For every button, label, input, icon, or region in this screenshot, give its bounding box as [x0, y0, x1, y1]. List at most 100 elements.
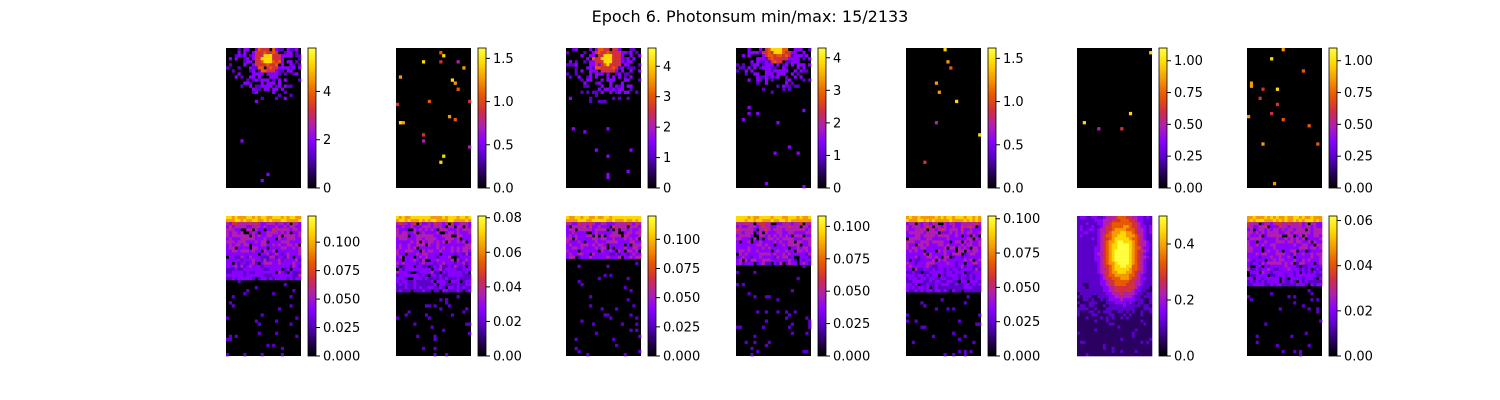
heatmap-cell: [617, 222, 622, 226]
heatmap-cell: [1140, 313, 1144, 317]
heatmap-cell: [963, 225, 967, 229]
heatmap-cell: [272, 252, 276, 256]
heatmap-cell: [736, 243, 740, 247]
heatmap-cell: [228, 222, 233, 226]
heatmap-cell: [917, 273, 921, 278]
heatmap-cell: [960, 286, 964, 290]
heatmap-cell: [456, 249, 460, 253]
heatmap-cell: [955, 258, 959, 262]
heatmap-cell: [1134, 228, 1138, 232]
heatmap-cell: [1085, 313, 1089, 317]
heatmap-cell: [1102, 346, 1107, 351]
heatmap-cell: [433, 289, 437, 293]
heatmap-cell: [1123, 322, 1127, 326]
heatmap-cell: [404, 270, 408, 275]
heatmap-cell: [445, 282, 449, 287]
heatmap-cell: [462, 249, 466, 253]
heatmap-cell: [413, 222, 417, 226]
heatmap-cell: [635, 231, 639, 235]
heatmap-cell: [272, 243, 276, 247]
heatmap-cell: [744, 246, 748, 250]
heatmap-cell: [609, 219, 613, 223]
heatmap-cell: [413, 279, 417, 284]
heatmap-cell: [1278, 231, 1282, 235]
heatmap-cell: [1114, 316, 1118, 320]
colorbar-tick-label: 0.75: [1344, 86, 1373, 101]
heatmap-cell: [1134, 307, 1138, 311]
heatmap-cell: [396, 102, 400, 107]
heatmap-cell: [1310, 237, 1314, 241]
heatmap-cell: [1077, 319, 1081, 323]
heatmap-cell: [770, 66, 774, 70]
heatmap-cell: [243, 63, 247, 67]
heatmap-cell: [445, 237, 449, 241]
heatmap-cell: [972, 264, 976, 269]
heatmap-cell: [1267, 219, 1271, 223]
heatmap-cell: [741, 219, 745, 223]
heatmap-cell: [911, 234, 915, 238]
heatmap-cell: [952, 225, 956, 229]
heatmap-cell: [251, 54, 256, 58]
heatmap-cell: [462, 231, 466, 235]
heatmap-cell: [450, 231, 454, 235]
heatmap-cell: [785, 240, 789, 244]
heatmap-cell: [1123, 255, 1127, 259]
heatmap-cell: [940, 231, 944, 235]
heatmap-cell: [808, 252, 812, 256]
heatmap-cell: [1123, 304, 1127, 308]
heatmap-cell: [427, 249, 431, 253]
heatmap-cell: [228, 334, 233, 339]
heatmap-cell: [1264, 231, 1268, 235]
heatmap-cell: [243, 222, 247, 226]
heatmap-cell: [430, 273, 434, 278]
heatmap-cell: [1077, 325, 1081, 329]
heatmap-cell: [436, 222, 440, 226]
heatmap-cells: [566, 216, 642, 357]
heatmap-cell: [914, 258, 918, 262]
heatmap-cell: [1108, 298, 1112, 302]
heatmap-cell: [1126, 276, 1130, 281]
heatmap-cell: [1131, 243, 1135, 247]
heatmap-cell: [955, 267, 959, 272]
heatmap-cell: [1140, 255, 1144, 259]
heatmap-cell: [606, 78, 610, 82]
heatmap-cell: [960, 255, 964, 259]
heatmap-cell: [1088, 328, 1092, 332]
heatmap-cell: [793, 60, 797, 64]
heatmap-cell: [1287, 231, 1291, 235]
heatmap-cell: [404, 231, 408, 235]
heatmap-cell: [1140, 276, 1144, 281]
heatmap-cell: [1085, 292, 1089, 296]
heatmap-cell: [442, 258, 446, 262]
heatmap-cell: [747, 252, 751, 256]
heatmap-cell: [445, 258, 449, 262]
heatmap-cell: [254, 57, 259, 61]
heatmap-cell: [407, 222, 411, 226]
heatmap-cell: [419, 255, 423, 259]
heatmap-cell: [1079, 234, 1084, 238]
heatmap-cell: [1143, 276, 1147, 281]
heatmap-cell: [269, 81, 273, 85]
heatmap-cell: [260, 240, 264, 244]
heatmap-cell: [1077, 243, 1081, 247]
heatmap-cell: [1100, 325, 1104, 329]
heatmap-cell: [577, 231, 581, 235]
heatmap-cell: [396, 316, 400, 320]
heatmap-cell: [617, 225, 622, 229]
heatmap-cell: [767, 234, 771, 238]
heatmap-cell: [1301, 225, 1305, 229]
heatmap-cell: [802, 78, 806, 82]
heatmap-cell: [963, 286, 967, 290]
heatmap-cell: [1264, 246, 1268, 250]
heatmap-cell: [1149, 304, 1153, 308]
heatmap-cell: [629, 228, 633, 232]
heatmap-cell: [632, 240, 636, 244]
heatmap-cell: [960, 264, 964, 269]
heatmap-cell: [249, 273, 253, 278]
heatmap-cell: [960, 243, 964, 247]
heatmap-cell: [615, 240, 619, 244]
heatmap-cell: [620, 60, 624, 64]
heatmap-cell: [292, 237, 296, 241]
heatmap-cell: [1137, 237, 1141, 241]
heatmap-cell: [943, 243, 947, 247]
